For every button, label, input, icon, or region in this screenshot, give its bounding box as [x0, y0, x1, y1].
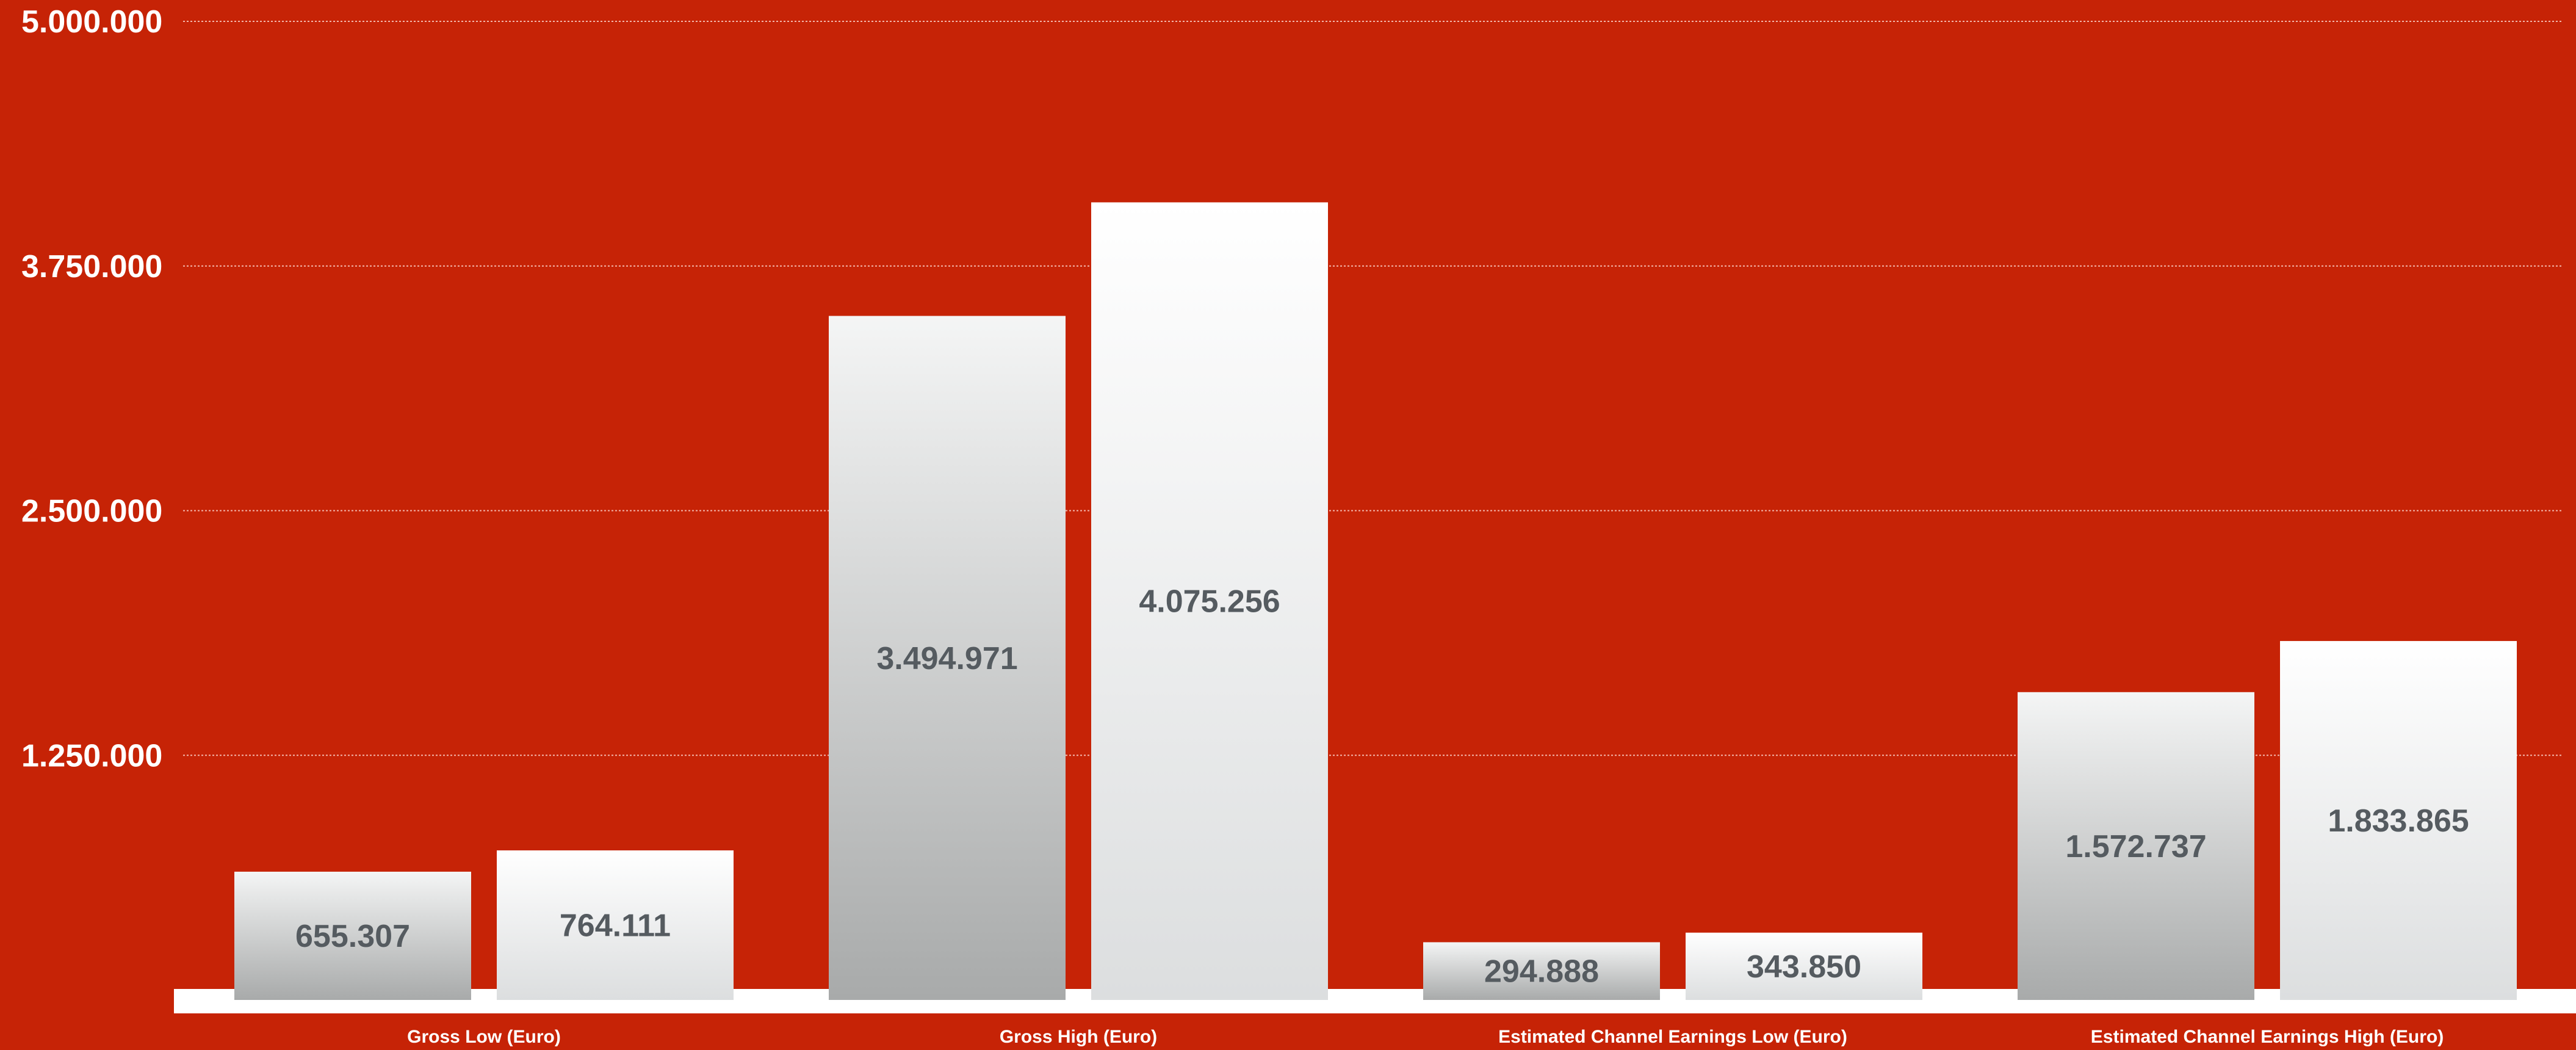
bars: 655.307 764.111 3.494.971 4.075.256 294.888 3… [234, 202, 2517, 1001]
bar [829, 316, 1066, 1001]
bar [1423, 942, 1660, 1000]
data-label: 1.833.865 [2328, 803, 2469, 839]
x-axis: Gross Low (Euro) Gross High (Euro) Estimat… [407, 1027, 2444, 1047]
bar [2280, 641, 2517, 1000]
y-tick-label: 2.500.000 [21, 494, 162, 529]
y-tick-label: 5.000.000 [21, 4, 162, 40]
x-tick-label: Estimated Channel Earnings Low (Euro) [1498, 1027, 1847, 1047]
x-tick-label: Estimated Channel Earnings High (Euro) [2091, 1027, 2444, 1047]
x-tick-label: Gross High (Euro) [1000, 1027, 1157, 1047]
data-label: 294.888 [1484, 954, 1599, 990]
data-label: 764.111 [560, 908, 671, 944]
data-label: 655.307 [295, 919, 410, 954]
bar [234, 871, 471, 1000]
bar [1091, 202, 1328, 1001]
bar [497, 850, 734, 1000]
data-label: 3.494.971 [876, 641, 1017, 676]
grid [183, 21, 2563, 756]
y-axis: 1.250.000 2.500.000 3.750.000 5.000.000 [21, 4, 162, 773]
bar [1686, 932, 1922, 1000]
data-label: 343.850 [1747, 949, 1861, 985]
x-tick-label: Gross Low (Euro) [407, 1027, 561, 1047]
data-label: 1.572.737 [2065, 829, 2206, 864]
bar [2018, 692, 2254, 1000]
y-tick-label: 1.250.000 [21, 738, 162, 773]
y-tick-label: 3.750.000 [21, 249, 162, 284]
data-label: 4.075.256 [1139, 584, 1280, 620]
